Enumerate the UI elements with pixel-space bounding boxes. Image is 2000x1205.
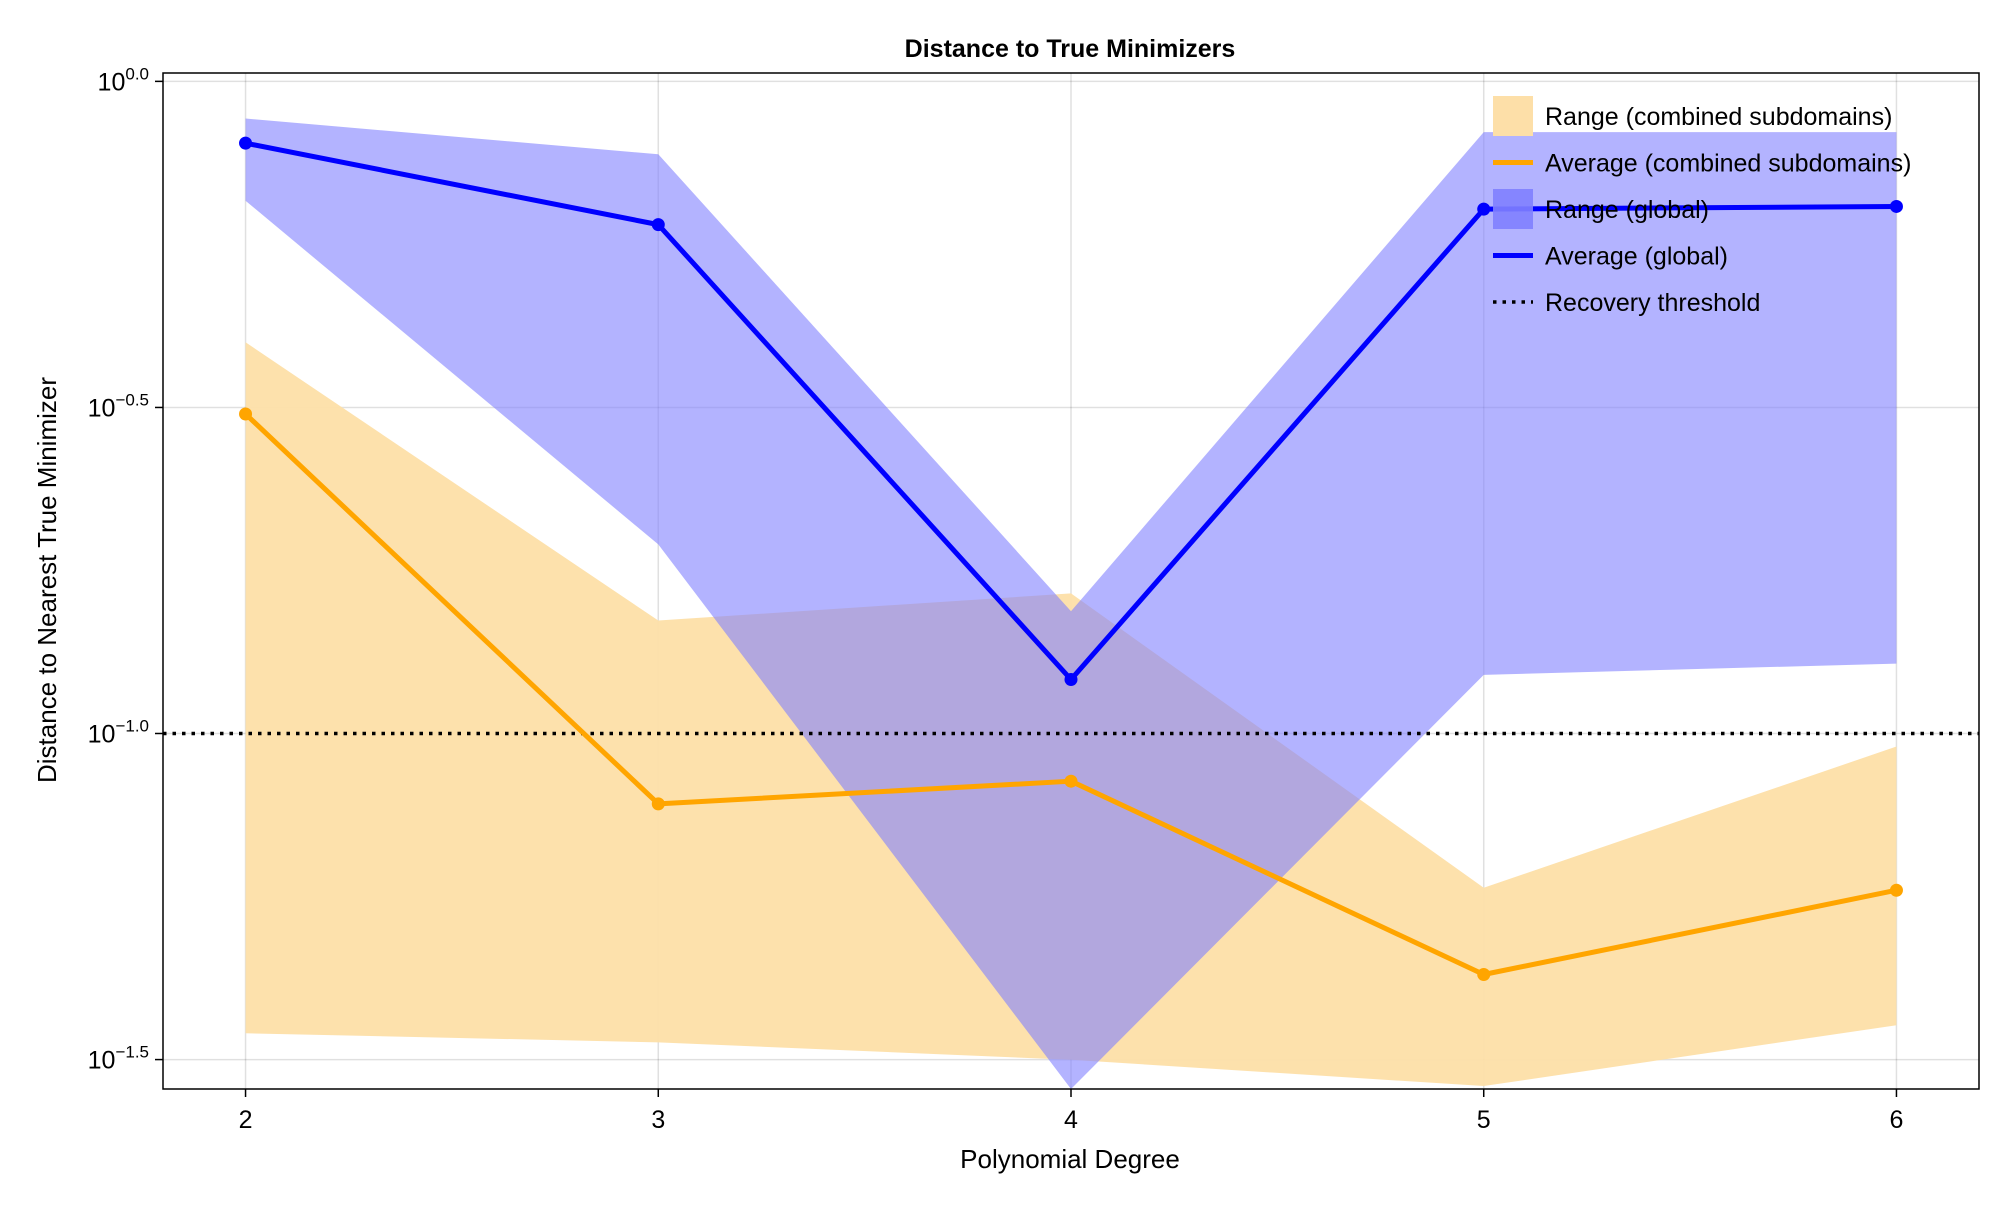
x-axis-ticks: 2 3 4 5 6 <box>239 1089 1904 1134</box>
chart-title: Distance to True Minimizers <box>905 35 1236 63</box>
range-band-2 <box>245 118 1897 1090</box>
data-point-1-3 <box>1477 967 1491 981</box>
data-point-3-1 <box>651 218 665 232</box>
y-axis-label: Distance to Nearest True Minimizer <box>32 377 62 783</box>
x-tick-label: 4 <box>1064 1106 1078 1134</box>
data-point-3-4 <box>1889 199 1903 213</box>
legend-swatch-0 <box>1493 96 1533 136</box>
data-point-1-2 <box>1064 774 1078 788</box>
y-tick-label: 10−0.5 <box>88 390 149 422</box>
data-point-1-1 <box>651 797 665 811</box>
data-point-1-4 <box>1889 883 1903 897</box>
y-tick-label: 10−1.0 <box>88 716 149 748</box>
legend-label-2: Range (global) <box>1545 196 1709 224</box>
legend: Range (combined subdomains) Average (comb… <box>1493 96 1911 317</box>
x-tick-label: 3 <box>651 1106 665 1134</box>
x-tick-label: 5 <box>1477 1106 1491 1134</box>
legend-swatch-2 <box>1493 189 1533 229</box>
legend-label-3: Average (global) <box>1545 243 1728 271</box>
range-bands <box>245 118 1897 1090</box>
legend-label-0: Range (combined subdomains) <box>1545 103 1892 131</box>
x-tick-label: 2 <box>239 1106 253 1134</box>
data-point-3-2 <box>1064 673 1078 687</box>
x-tick-label: 6 <box>1890 1106 1904 1134</box>
y-tick-label: 100.0 <box>98 64 149 96</box>
y-tick-label: 10−1.5 <box>88 1043 149 1075</box>
data-points <box>239 136 1903 981</box>
legend-label-4: Recovery threshold <box>1545 289 1760 317</box>
x-axis-label: Polynomial Degree <box>960 1144 1180 1174</box>
data-point-3-0 <box>239 136 253 150</box>
legend-label-1: Average (combined subdomains) <box>1545 150 1911 178</box>
data-point-1-0 <box>239 407 253 421</box>
data-point-3-3 <box>1477 202 1491 216</box>
y-axis-ticks: 100.0 10−0.5 10−1.0 10−1.5 <box>88 64 163 1075</box>
